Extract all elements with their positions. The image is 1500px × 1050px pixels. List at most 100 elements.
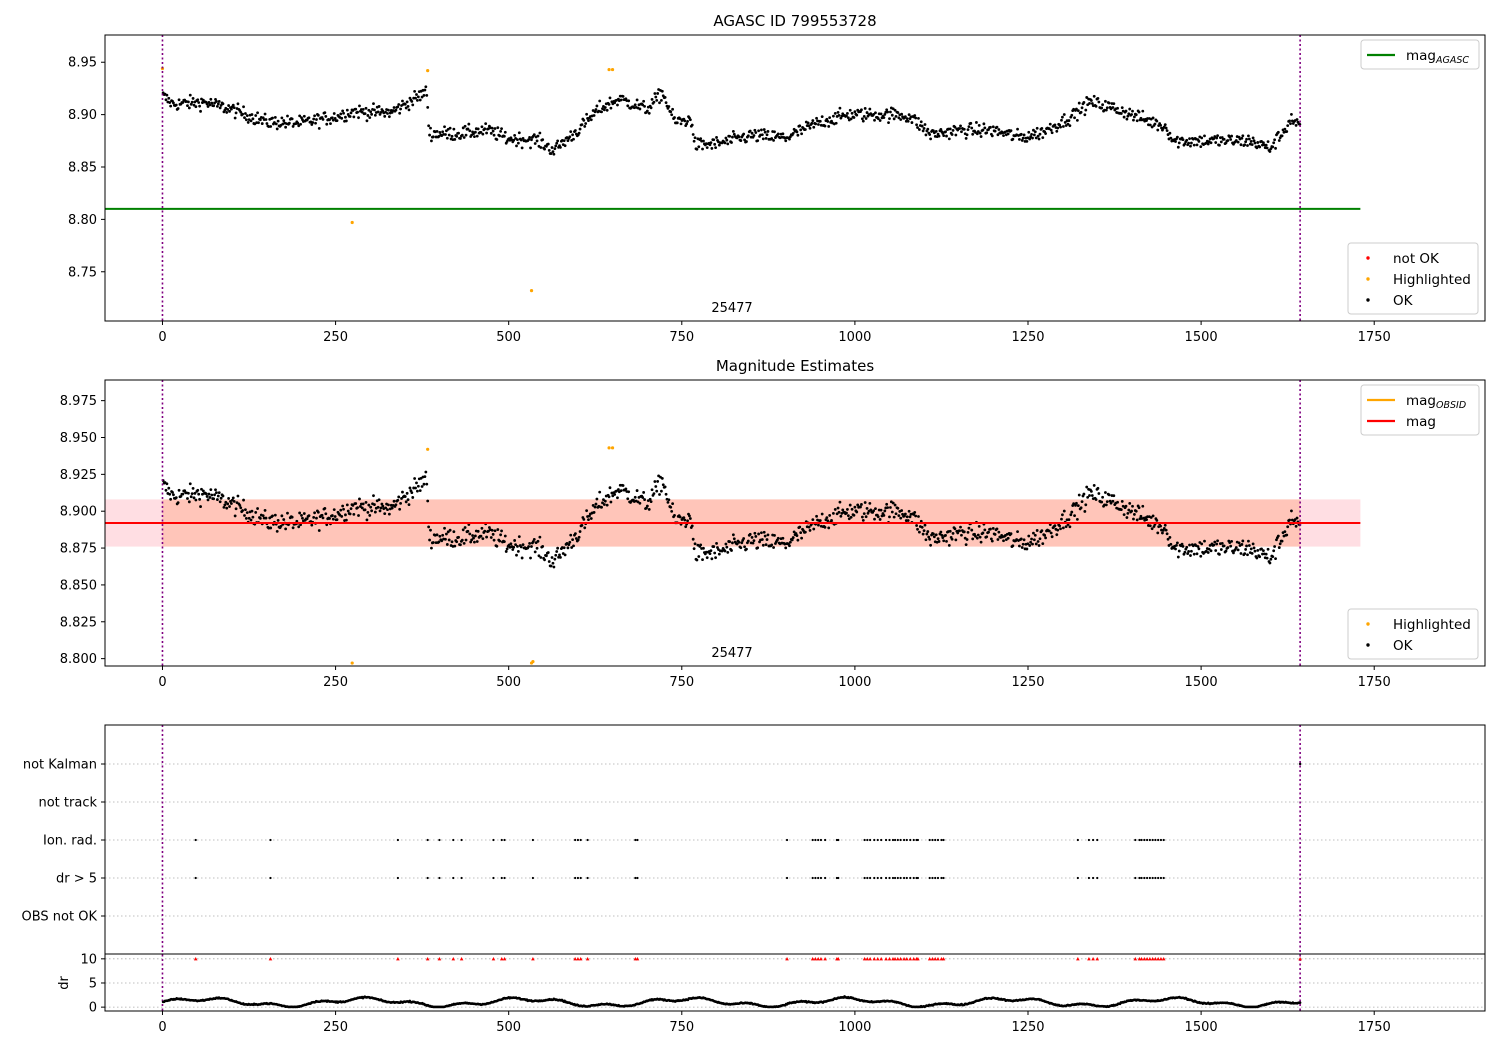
data-point [1203,134,1206,138]
data-point [942,539,946,543]
dr-outlier-marker [933,957,938,961]
data-point [256,111,259,115]
data-point [1230,540,1234,543]
dr-outlier-marker [1133,957,1138,961]
data-point [1032,128,1035,132]
data-point [773,533,776,537]
data-point [405,491,409,495]
x-tick-label: 0 [158,675,166,690]
data-point [839,514,843,518]
data-point [431,541,435,544]
data-point [165,482,169,486]
dr-event [785,876,789,880]
data-point [457,535,460,539]
highlighted-point [610,67,615,72]
data-point [917,116,920,120]
data-point [893,108,897,112]
data-point [1082,101,1086,104]
data-point [416,95,420,99]
data-point [559,146,562,149]
data-point [233,514,237,518]
ion-rad-event [936,838,940,842]
data-point [661,483,665,487]
dr-event [1087,876,1091,880]
data-point [1116,106,1119,110]
data-point [1253,549,1257,553]
highlighted-point [531,659,535,664]
data-point [396,498,400,502]
data-point [1016,530,1019,533]
data-point [444,129,448,133]
data-point [1219,548,1223,551]
data-point [502,134,506,138]
data-point [826,519,830,523]
ion-rad-event [873,838,876,842]
data-point [533,550,537,554]
data-point [232,499,236,503]
data-point [1130,509,1133,513]
data-point [792,530,796,534]
dr-event [586,876,589,880]
dr-outlier-marker [1095,957,1100,961]
data-point [332,508,336,512]
data-point [455,134,459,138]
data-point [570,546,574,549]
data-point [331,118,335,122]
data-point [520,146,524,150]
data-point [217,99,221,103]
data-point [342,111,345,115]
data-point [959,124,962,128]
dr-outlier-marker [1087,957,1091,961]
data-point [978,131,982,135]
data-point [585,112,589,116]
data-point [479,130,483,134]
data-point [236,102,240,106]
dr-outlier-marker [1148,957,1152,961]
data-point [593,505,597,509]
data-point [865,111,869,114]
data-point [776,536,780,540]
dr-event [891,876,895,880]
ion-rad-event [1076,838,1079,842]
data-point [364,106,368,110]
data-point [236,494,240,498]
data-point [1251,136,1255,140]
data-point [766,533,770,537]
data-point [476,529,480,533]
data-point [1097,100,1101,104]
dr-outlier-marker [875,957,880,961]
data-point [1094,498,1098,501]
data-point [1021,136,1025,140]
dr-event [928,876,931,880]
data-point [241,509,245,512]
dr-event [576,876,580,880]
data-point [837,510,841,514]
data-point [582,119,586,122]
data-point [883,113,887,116]
data-point [566,139,570,143]
data-point [981,531,985,535]
x-tick-label: 500 [496,330,521,345]
data-point [818,519,822,522]
data-point [485,131,488,135]
ion-rad-event [634,838,637,842]
ion-rad-event [1143,838,1146,842]
data-point [578,530,582,533]
dr-event [931,876,934,880]
data-point [461,126,465,130]
data-point [1090,494,1094,497]
data-point [1285,130,1289,133]
data-point [730,141,733,144]
data-point [479,534,483,538]
data-point [213,101,216,105]
data-point [324,115,328,118]
data-point [784,139,788,143]
data-point [275,529,279,533]
data-point [475,134,479,138]
data-point [879,508,883,512]
data-point [1196,545,1200,548]
dr-outlier-marker [813,957,818,961]
data-point [1104,108,1108,112]
data-point [921,532,925,536]
